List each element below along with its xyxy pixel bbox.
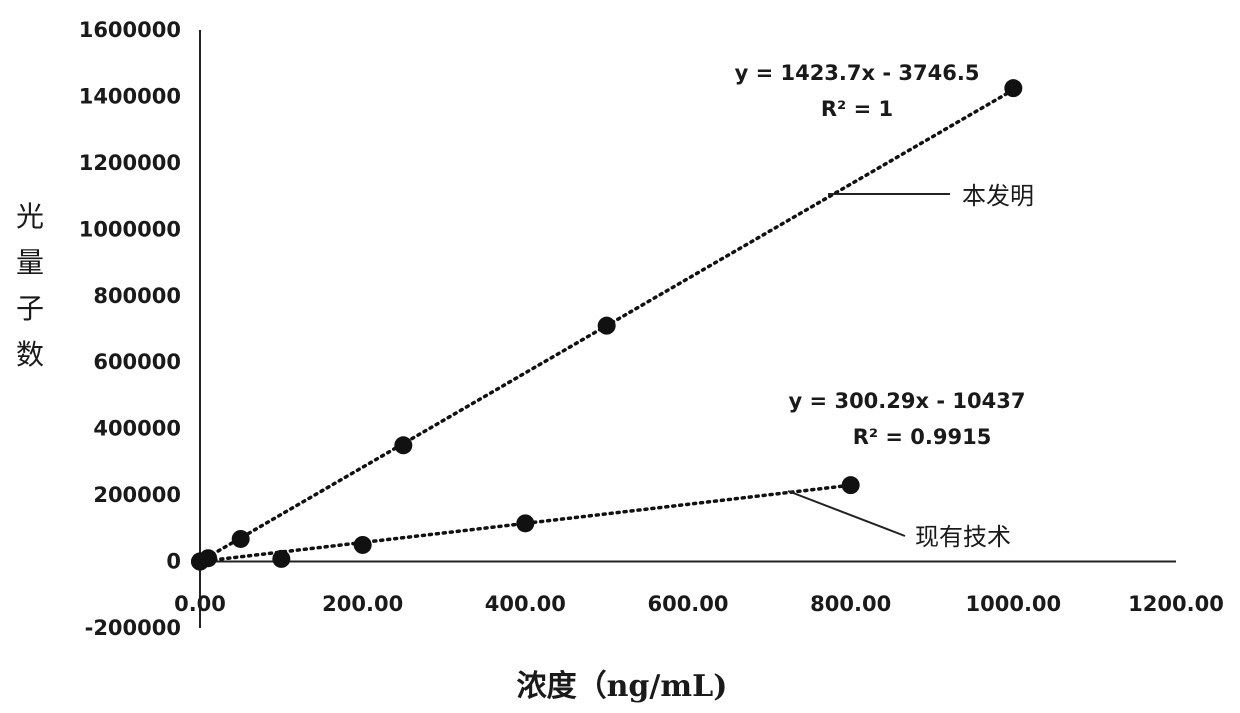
y-tick-label: 1200000 bbox=[79, 151, 181, 175]
data-points bbox=[191, 79, 1022, 570]
data-point-series-1 bbox=[1004, 79, 1022, 97]
y-tick-label: 600000 bbox=[93, 350, 181, 374]
series-2-label: 现有技术 bbox=[915, 523, 1011, 551]
y-tick-labels: -200000 0 200000 400000 600000 800000 1000000 1… bbox=[79, 18, 181, 640]
y-tick-label: 800000 bbox=[93, 284, 181, 308]
data-point-series-1 bbox=[394, 436, 412, 454]
x-tick-label: 600.00 bbox=[647, 592, 728, 616]
data-point-series-2 bbox=[191, 553, 209, 571]
x-tick-label: 1000.00 bbox=[966, 592, 1062, 616]
series-1-label: 本发明 bbox=[962, 182, 1034, 210]
y-tick-label: 1400000 bbox=[79, 84, 181, 108]
y-axis-title: 光量子数 bbox=[16, 200, 44, 371]
series-2-r2: R² = 0.9915 bbox=[853, 425, 992, 449]
y-tick-label: 400000 bbox=[93, 417, 181, 441]
y-tick-label: 0 bbox=[166, 550, 181, 574]
x-tick-labels: 0.00 200.00 400.00 600.00 800.00 1000.00 1200.… bbox=[174, 592, 1224, 616]
y-tick-label: 1000000 bbox=[79, 217, 181, 241]
x-tick-label: 800.00 bbox=[810, 592, 891, 616]
x-tick-label: 1200.00 bbox=[1128, 592, 1224, 616]
y-tick-label: 200000 bbox=[93, 483, 181, 507]
x-tick-label: 400.00 bbox=[485, 592, 566, 616]
data-point-series-2 bbox=[842, 476, 860, 494]
data-point-series-2 bbox=[272, 550, 290, 568]
x-tick-label: 200.00 bbox=[322, 592, 403, 616]
series-2-equation: y = 300.29x - 10437 bbox=[789, 389, 1026, 413]
y-tick-label: -200000 bbox=[85, 616, 181, 640]
data-point-series-1 bbox=[232, 530, 250, 548]
x-tick-label: 0.00 bbox=[174, 592, 226, 616]
data-point-series-1 bbox=[598, 317, 616, 335]
series-2-callout-line bbox=[788, 491, 905, 536]
x-axis-title: 浓度（ng/mL) bbox=[517, 669, 728, 704]
data-point-series-2 bbox=[354, 536, 372, 554]
data-point-series-2 bbox=[516, 514, 534, 532]
series-1-equation: y = 1423.7x - 3746.5 bbox=[735, 61, 980, 85]
y-tick-label: 1600000 bbox=[79, 18, 181, 42]
series-1-r2: R² = 1 bbox=[821, 97, 893, 121]
